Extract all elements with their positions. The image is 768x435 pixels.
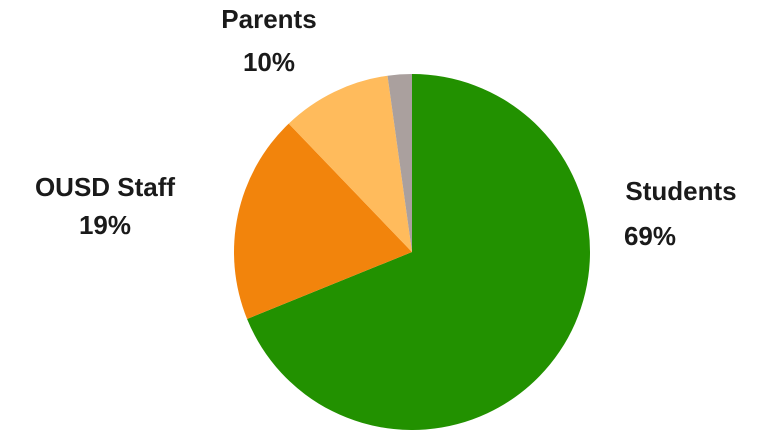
slice-percent-ousd-staff: 19% [79, 210, 131, 240]
pie-labels: Students 69% OUSD Staff 19% Parents 10% [35, 4, 737, 251]
slice-label-students: Students [625, 176, 736, 206]
slice-label-parents: Parents [221, 4, 316, 34]
pie-slice-other [387, 74, 412, 252]
slice-percent-students: 69% [624, 221, 676, 251]
slice-label-ousd-staff: OUSD Staff [35, 172, 175, 202]
pie-slice-parents [288, 75, 412, 253]
pie-slice-students [247, 74, 590, 430]
slice-percent-parents: 10% [243, 47, 295, 77]
pie-slices [233, 74, 590, 430]
pie-slice-ousd-staff [233, 123, 412, 319]
